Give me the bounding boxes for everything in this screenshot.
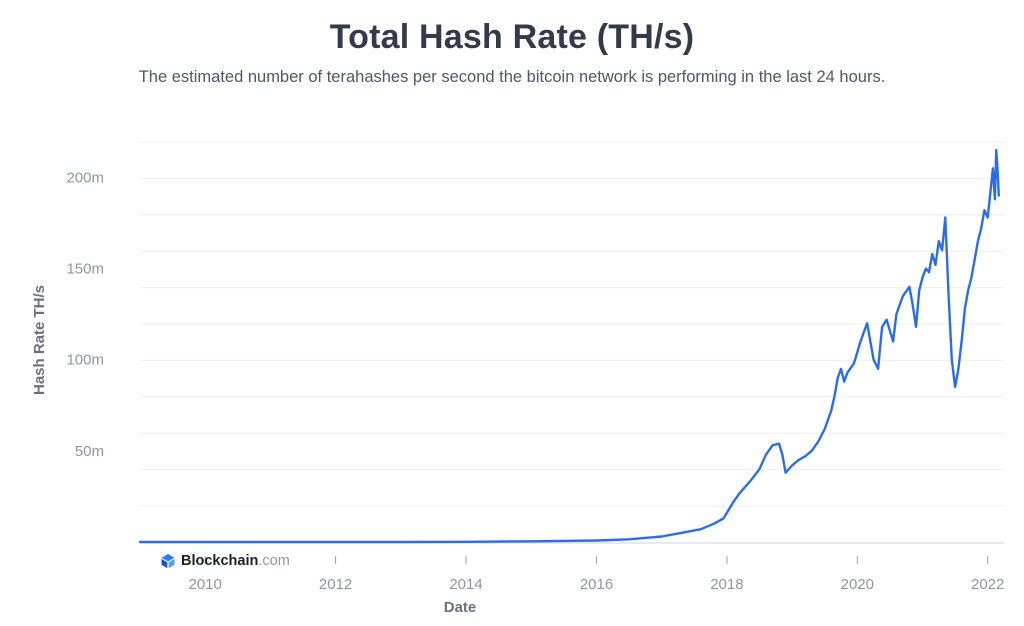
x-axis-label: Date (444, 599, 477, 616)
grid-lines (140, 141, 1004, 507)
chart-subtitle: The estimated number of terahashes per s… (138, 68, 886, 86)
brand-tld: .com (258, 553, 290, 569)
y-tick-label: 150m (66, 261, 104, 278)
x-tick-label: 2010 (189, 576, 222, 593)
y-tick-label: 100m (66, 352, 104, 369)
blockchain-logo[interactable]: Blockchain .com (160, 553, 290, 569)
x-tick-label: 2020 (841, 576, 874, 593)
chart-title: Total Hash Rate (TH/s) (329, 18, 695, 56)
x-axis-ticks: 2010 2012 2014 2016 2018 2020 2022 (189, 556, 1004, 593)
x-tick-label: 2022 (971, 576, 1004, 593)
y-axis-label: Hash Rate TH/s (31, 285, 48, 395)
x-tick-label: 2016 (580, 576, 613, 593)
x-tick-label: 2012 (319, 576, 352, 593)
x-tick-label: 2018 (710, 576, 743, 593)
brand-name: Blockchain (181, 553, 259, 569)
x-tick-label: 2014 (449, 576, 482, 593)
y-tick-label: 50m (75, 443, 104, 460)
y-axis-ticks: 50m 100m 150m 200m (66, 169, 104, 460)
y-tick-label: 200m (66, 169, 104, 186)
blockchain-cube-icon (161, 554, 175, 569)
hash-rate-series-line (138, 148, 1000, 544)
